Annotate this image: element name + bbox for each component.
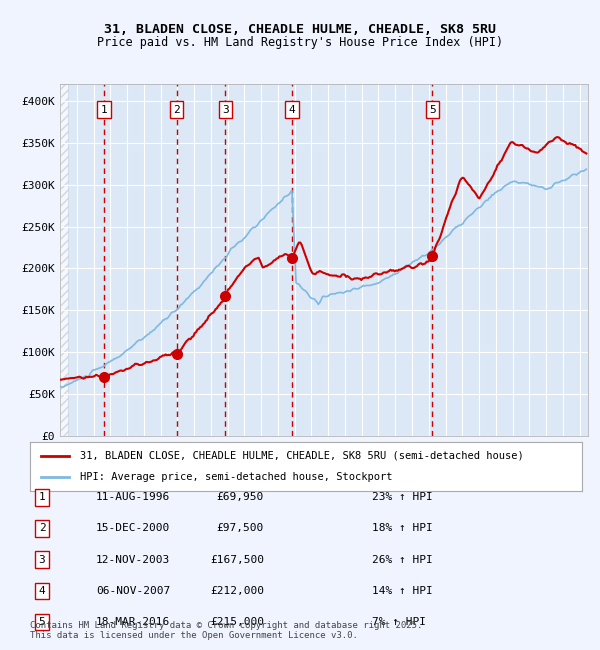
Text: 2: 2	[173, 105, 180, 114]
Text: £97,500: £97,500	[217, 523, 264, 534]
Text: £69,950: £69,950	[217, 492, 264, 502]
Text: 5: 5	[38, 617, 46, 627]
Text: 7% ↑ HPI: 7% ↑ HPI	[372, 617, 426, 627]
Text: 12-NOV-2003: 12-NOV-2003	[96, 554, 170, 565]
Text: 11-AUG-1996: 11-AUG-1996	[96, 492, 170, 502]
Text: 18% ↑ HPI: 18% ↑ HPI	[372, 523, 433, 534]
Text: Price paid vs. HM Land Registry's House Price Index (HPI): Price paid vs. HM Land Registry's House …	[97, 36, 503, 49]
Text: 3: 3	[222, 105, 229, 114]
Text: 31, BLADEN CLOSE, CHEADLE HULME, CHEADLE, SK8 5RU: 31, BLADEN CLOSE, CHEADLE HULME, CHEADLE…	[104, 23, 496, 36]
Text: 18-MAR-2016: 18-MAR-2016	[96, 617, 170, 627]
Text: 1: 1	[38, 492, 46, 502]
Text: 1: 1	[101, 105, 107, 114]
Text: 5: 5	[429, 105, 436, 114]
Text: 3: 3	[38, 554, 46, 565]
Text: 14% ↑ HPI: 14% ↑ HPI	[372, 586, 433, 596]
Text: Contains HM Land Registry data © Crown copyright and database right 2025.
This d: Contains HM Land Registry data © Crown c…	[30, 621, 422, 640]
Text: 4: 4	[38, 586, 46, 596]
Text: £212,000: £212,000	[210, 586, 264, 596]
Text: £215,000: £215,000	[210, 617, 264, 627]
Text: HPI: Average price, semi-detached house, Stockport: HPI: Average price, semi-detached house,…	[80, 472, 392, 482]
Text: 4: 4	[289, 105, 296, 114]
Text: 26% ↑ HPI: 26% ↑ HPI	[372, 554, 433, 565]
Text: 15-DEC-2000: 15-DEC-2000	[96, 523, 170, 534]
Text: £167,500: £167,500	[210, 554, 264, 565]
Text: 23% ↑ HPI: 23% ↑ HPI	[372, 492, 433, 502]
Text: 31, BLADEN CLOSE, CHEADLE HULME, CHEADLE, SK8 5RU (semi-detached house): 31, BLADEN CLOSE, CHEADLE HULME, CHEADLE…	[80, 450, 523, 461]
Text: 06-NOV-2007: 06-NOV-2007	[96, 586, 170, 596]
Text: 2: 2	[38, 523, 46, 534]
